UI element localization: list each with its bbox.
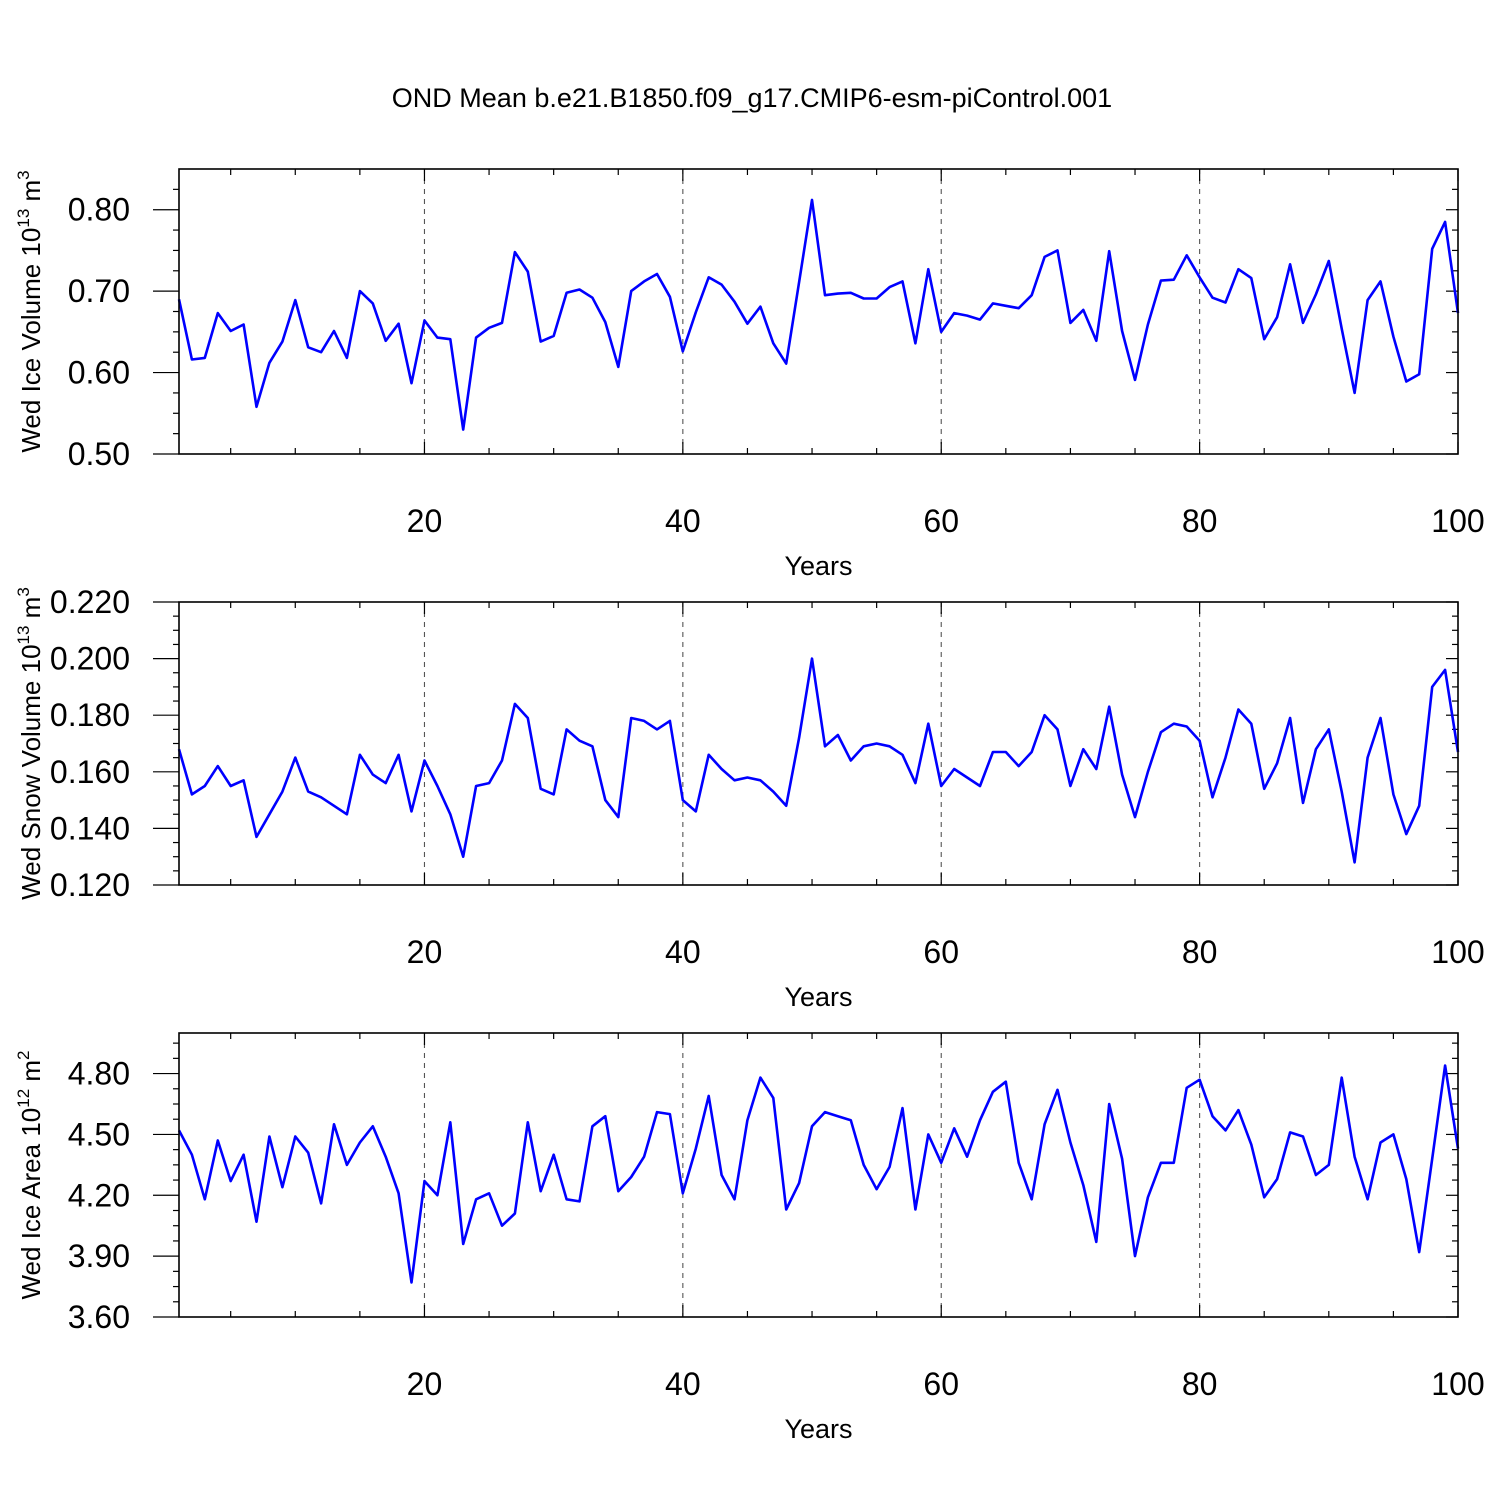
y-axis-label-unit: m — [16, 1060, 46, 1089]
x-tick-label: 60 — [923, 503, 959, 539]
y-axis-label-exp: 13 — [14, 626, 33, 645]
y-axis-label-unit-exp: 2 — [14, 1050, 33, 1059]
plot-frame — [178, 601, 1459, 886]
y-axis-label: Wed Ice Area 1012 m2 — [14, 1050, 46, 1299]
y-axis-label-unit-exp: 3 — [14, 170, 33, 179]
x-tick-label: 40 — [665, 503, 701, 539]
x-tick-label: 60 — [923, 934, 959, 970]
panel-1: 20 40 60 80 100 0.50 0.60 0.70 0.80 Years Wed Ice … — [14, 168, 1485, 581]
x-tick-label: 100 — [1431, 503, 1484, 539]
x-tick-label: 20 — [407, 934, 443, 970]
y-axis-label-exp: 12 — [14, 1089, 33, 1108]
series-line-wed-ice-volume — [177, 198, 1460, 431]
x-tick-label: 20 — [407, 503, 443, 539]
x-tick-label: 40 — [665, 1366, 701, 1402]
y-axis-label-main: Wed Snow Volume 10 — [16, 644, 46, 899]
y-axis-label: Wed Snow Volume 1013 m3 — [14, 587, 46, 900]
y-tick-label: 0.140 — [50, 810, 130, 846]
panel-2: 20 40 60 80 100 0.120 0.140 0.160 0.180 0.200 0.22… — [14, 584, 1485, 1012]
y-axis-label-unit: m — [16, 597, 46, 626]
panel-3: 20 40 60 80 100 3.60 3.90 4.20 4.50 4.80 Years Wed … — [14, 1032, 1485, 1444]
x-axis-label: Years — [784, 551, 852, 581]
plot-frame — [178, 168, 1459, 455]
series-line-wed-snow-volume — [177, 657, 1460, 864]
x-tick-label: 20 — [407, 1366, 443, 1402]
series-line-wed-ice-area — [177, 1064, 1460, 1284]
x-tick-label: 100 — [1431, 1366, 1484, 1402]
y-axis-label: Wed Ice Volume 1013 m3 — [14, 170, 46, 452]
y-tick-label: 0.50 — [68, 436, 130, 472]
x-tick-label: 60 — [923, 1366, 959, 1402]
figure-title: OND Mean b.e21.B1850.f09_g17.CMIP6-esm-p… — [392, 83, 1112, 113]
y-tick-label: 0.180 — [50, 697, 130, 733]
y-axis-label-main: Wed Ice Volume 10 — [16, 228, 46, 453]
y-tick-label: 0.120 — [50, 867, 130, 903]
y-tick-label: 0.200 — [50, 641, 130, 677]
y-tick-label: 0.60 — [68, 355, 130, 391]
y-tick-label: 4.80 — [68, 1056, 130, 1092]
y-tick-label: 0.220 — [50, 584, 130, 620]
y-tick-label: 4.50 — [68, 1116, 130, 1152]
y-tick-label: 3.60 — [68, 1299, 130, 1335]
x-tick-label: 80 — [1182, 1366, 1218, 1402]
y-axis-label-unit-exp: 3 — [14, 587, 33, 596]
y-axis-label-main: Wed Ice Area 10 — [16, 1108, 46, 1300]
y-tick-label: 0.80 — [68, 192, 130, 228]
y-tick-label: 0.160 — [50, 754, 130, 790]
y-tick-label: 0.70 — [68, 273, 130, 309]
x-axis-label: Years — [784, 1414, 852, 1444]
plot-frame — [178, 1032, 1459, 1318]
y-tick-label: 3.90 — [68, 1238, 130, 1274]
y-tick-label: 4.20 — [68, 1177, 130, 1213]
y-axis-label-exp: 13 — [14, 209, 33, 228]
x-tick-label: 80 — [1182, 503, 1218, 539]
x-tick-label: 80 — [1182, 934, 1218, 970]
y-axis-label-unit: m — [16, 180, 46, 209]
panels: 20 40 60 80 100 0.50 0.60 0.70 0.80 Years Wed Ice … — [14, 168, 1485, 1444]
x-tick-label: 100 — [1431, 934, 1484, 970]
x-tick-label: 40 — [665, 934, 701, 970]
x-axis-label: Years — [784, 982, 852, 1012]
